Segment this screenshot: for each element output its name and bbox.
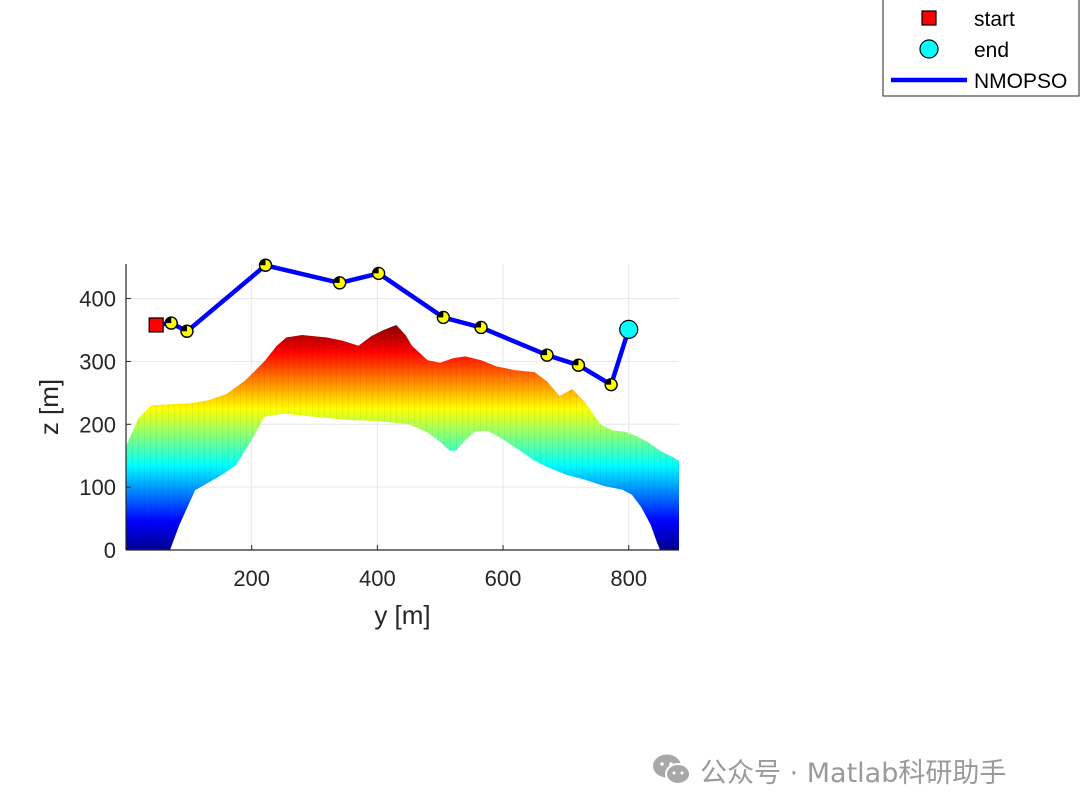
waypoint-quadrant	[372, 267, 379, 274]
waypoint-quadrant	[605, 378, 612, 385]
x-tick-label: 200	[233, 566, 270, 591]
legend-end-swatch	[919, 39, 939, 59]
y-axis-label: z [m]	[34, 379, 64, 435]
path-series	[148, 258, 639, 392]
waypoint-marker	[180, 324, 194, 338]
waypoint-quadrant	[259, 259, 266, 266]
waypoint-marker	[604, 377, 618, 392]
legend-label: start	[974, 8, 1015, 31]
watermark-text: 公众号 · Matlab科研助手	[700, 757, 1007, 789]
legend-start-swatch	[921, 10, 937, 26]
legend-label: end	[974, 39, 1009, 62]
waypoint-marker	[258, 258, 273, 272]
tick-labels: 200 400 600 800 0 100 200 300 400	[79, 287, 647, 591]
y-tick-label: 100	[79, 475, 116, 500]
terrain-surface	[126, 325, 679, 550]
waypoint-quadrant	[165, 317, 172, 324]
waypoint-marker	[371, 266, 386, 281]
legend: start end NMOPSO	[882, 0, 1080, 97]
wechat-icon	[653, 754, 691, 785]
watermark: 公众号 · Matlab科研助手	[652, 750, 1006, 790]
waypoint-quadrant	[541, 349, 548, 356]
x-tick-label: 400	[359, 566, 396, 591]
x-axis-label: y [m]	[374, 600, 430, 630]
end-marker	[619, 319, 639, 339]
terrain-texture	[126, 325, 679, 550]
y-tick-label: 200	[79, 412, 116, 437]
y-tick-label: 0	[104, 538, 116, 563]
waypoint-quadrant	[180, 325, 187, 332]
x-tick-label: 600	[485, 566, 522, 591]
y-tick-label: 300	[79, 349, 116, 374]
y-tick-label: 400	[79, 287, 116, 312]
waypoint-marker	[540, 348, 554, 362]
waypoint-quadrant	[475, 321, 482, 328]
legend-label: NMOPSO	[974, 70, 1067, 93]
waypoint-quadrant	[437, 311, 444, 318]
waypoint-marker	[436, 310, 451, 325]
waypoint-marker	[571, 358, 586, 372]
waypoint-marker	[164, 316, 178, 330]
waypoint-marker	[332, 276, 347, 290]
waypoint-quadrant	[572, 359, 579, 366]
start-marker	[148, 317, 164, 333]
waypoint-quadrant	[333, 276, 340, 283]
waypoint-marker	[474, 320, 488, 335]
axes	[125, 264, 679, 551]
x-tick-label: 800	[610, 566, 647, 591]
